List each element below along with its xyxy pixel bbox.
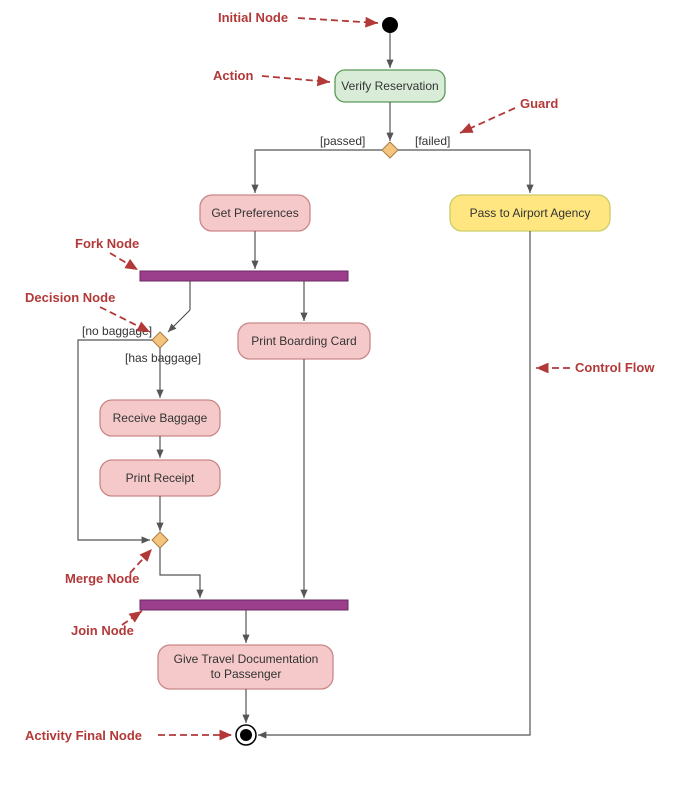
- edge: [168, 310, 190, 332]
- get-preferences-label: Get Preferences: [211, 206, 298, 220]
- print-receipt-label: Print Receipt: [126, 471, 195, 485]
- final-node-dot: [240, 729, 252, 741]
- guard-has-baggage: [has baggage]: [125, 351, 201, 365]
- ann-arrow: [130, 549, 152, 573]
- ann-final: Activity Final Node: [25, 728, 142, 743]
- pass-agency-label: Pass to Airport Agency: [470, 206, 591, 220]
- initial-node: [382, 17, 398, 33]
- ann-merge: Merge Node: [65, 571, 139, 586]
- edge: [398, 150, 530, 193]
- ann-control-flow: Control Flow: [575, 360, 655, 375]
- ann-guard: Guard: [520, 96, 558, 111]
- receive-baggage-label: Receive Baggage: [113, 411, 208, 425]
- verify-reservation-label: Verify Reservation: [341, 79, 438, 93]
- ann-arrow: [262, 76, 330, 82]
- decision-node-1: [382, 142, 398, 158]
- fork-bar: [140, 271, 348, 281]
- edge: [78, 340, 152, 540]
- merge-node: [152, 532, 168, 548]
- give-docs-l2: to Passenger: [211, 667, 282, 681]
- edge: [255, 150, 382, 193]
- give-docs-l1: Give Travel Documentation: [174, 652, 319, 666]
- print-boarding-label: Print Boarding Card: [251, 334, 356, 348]
- decision-node-2: [152, 332, 168, 348]
- guard-passed: [passed]: [320, 134, 365, 148]
- ann-action: Action: [213, 68, 254, 83]
- ann-decision: Decision Node: [25, 290, 115, 305]
- activity-diagram: Verify Reservation [passed] [failed] Get…: [0, 0, 681, 785]
- edge: [160, 548, 200, 598]
- ann-join: Join Node: [71, 623, 134, 638]
- ann-fork: Fork Node: [75, 236, 139, 251]
- ann-arrow: [460, 108, 515, 133]
- guard-no-baggage: [no baggage]: [82, 324, 152, 338]
- ann-initial: Initial Node: [218, 10, 288, 25]
- ann-arrow: [298, 18, 378, 23]
- join-bar: [140, 600, 348, 610]
- guard-failed: [failed]: [415, 134, 450, 148]
- ann-arrow: [110, 253, 138, 270]
